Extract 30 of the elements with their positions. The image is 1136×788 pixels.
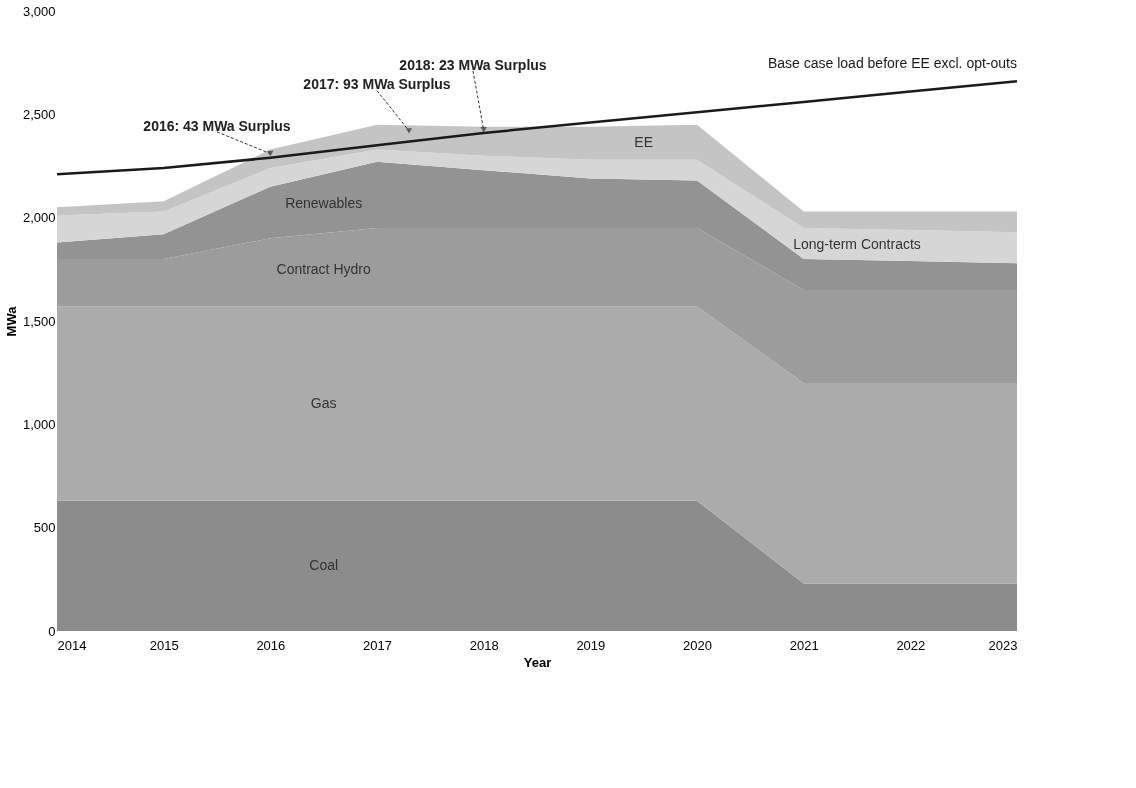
x-tick-label: 2014 [57, 637, 87, 653]
series-label: Gas [310, 394, 337, 411]
y-tick-label: 2,500 [22, 106, 56, 122]
x-tick-label: 2017 [363, 637, 392, 653]
x-tick-label: 2022 [896, 637, 926, 653]
line-series [55, 80, 1019, 176]
x-tick-label: 2020 [683, 637, 712, 653]
y-tick-label: 1,000 [22, 416, 56, 432]
series-label: Base case load before EE excl. opt-outs [767, 55, 1017, 72]
series-label: Renewables [285, 194, 363, 211]
y-tick-label: 0 [48, 623, 56, 639]
y-tick-label: 2,000 [22, 210, 56, 226]
x-tick-label: 2018 [469, 637, 499, 653]
y-tick-label: 3,000 [22, 3, 56, 19]
series-label: Contract Hydro [276, 260, 371, 277]
x-axis-title: Year [523, 654, 552, 670]
x-tick-label: 2019 [576, 637, 606, 653]
x-tick-label: 2015 [149, 637, 179, 653]
series-label: Coal [309, 556, 339, 573]
y-axis-title: MWa [3, 305, 19, 337]
y-tick-label: 1,500 [22, 313, 56, 329]
x-tick-label: 2023 [988, 637, 1018, 653]
x-tick-label: 2016 [256, 637, 286, 653]
series-label: Long-term Contracts [793, 235, 921, 252]
series-label: EE [634, 133, 654, 150]
annotation: 2016: 43 MWa Surplus [143, 117, 291, 134]
annotation: 2017: 93 MWa Surplus [303, 76, 451, 93]
y-tick-label: 500 [33, 520, 56, 536]
annotation: 2018: 23 MWa Surplus [399, 56, 547, 73]
x-tick-label: 2021 [789, 637, 819, 653]
